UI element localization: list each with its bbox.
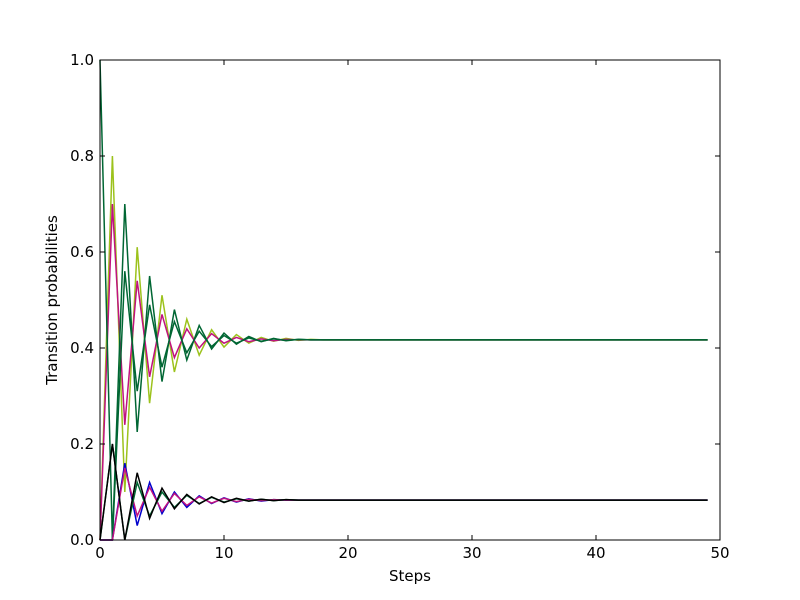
y-tick-label-3: 0.6 — [70, 243, 94, 261]
x-tick-label-4: 40 — [586, 544, 605, 562]
x-tick-label-0: 0 — [95, 544, 105, 562]
y-axis-label: Transition probabilities — [43, 215, 61, 386]
x-tick-label-2: 20 — [338, 544, 357, 562]
plot-background — [100, 60, 720, 540]
series-line-3 — [100, 271, 708, 541]
series-line-7 — [99, 443, 708, 541]
x-tick-label-3: 30 — [462, 544, 481, 562]
y-tick-label-4: 0.8 — [70, 147, 94, 165]
plot-frame — [99, 59, 721, 541]
y-tick-label-1: 0.2 — [70, 435, 94, 453]
y-tick-label-2: 0.4 — [70, 339, 94, 357]
tick-layer: 0 10 20 30 40 50 0.0 0.2 0.4 0.6 0.8 1.0 — [70, 51, 729, 562]
y-tick-label-5: 1.0 — [70, 51, 94, 69]
y-tick-label-0: 0.0 — [70, 531, 94, 549]
x-tick-label-1: 10 — [214, 544, 233, 562]
series-layer — [99, 59, 708, 541]
x-axis-label: Steps — [389, 567, 431, 585]
x-tick-label-5: 50 — [710, 544, 729, 562]
